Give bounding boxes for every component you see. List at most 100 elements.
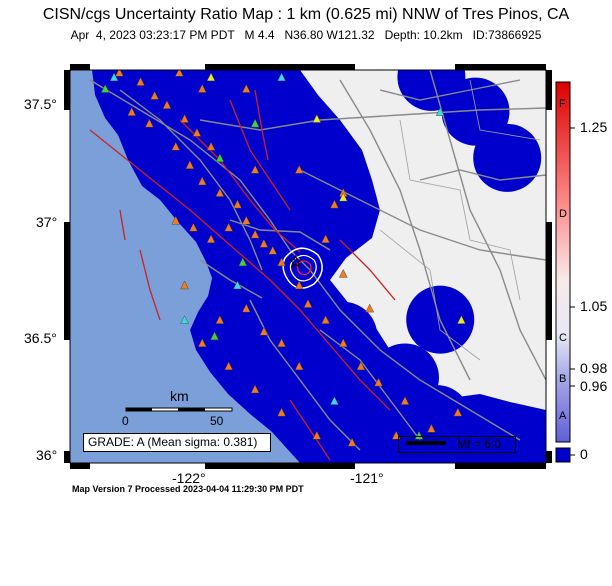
lat-tick-37: 37° — [36, 214, 58, 230]
station-marker-orange — [110, 27, 118, 35]
map-version-footer: Map Version 7 Processed 2023-04-04 11:29… — [72, 484, 304, 494]
scale-tick-0: 0 — [122, 414, 129, 428]
ocean — [70, 70, 300, 463]
epicenter-star-icon — [288, 254, 303, 268]
lon-tick-121: -121° — [350, 470, 384, 486]
event-details: Apr 4, 2023 03:23:17 PM PDT M 4.4 N36.80… — [0, 28, 612, 42]
lon-tick-122: -122° — [172, 470, 206, 486]
station-marker-green — [238, 257, 248, 267]
station-marker-orange — [224, 361, 233, 371]
colorbar-value-0-96: 0.96 — [580, 378, 608, 394]
station-marker-orange — [250, 229, 260, 239]
coverage-circle — [256, 297, 325, 366]
station-marker-orange — [453, 407, 463, 417]
station-marker-orange — [427, 423, 436, 433]
station-marker-orange — [197, 338, 207, 347]
station-marker-green — [100, 84, 110, 93]
colorbar-grade-f: F — [559, 98, 566, 110]
station-marker-orange — [312, 430, 322, 440]
station-marker-orange — [259, 326, 269, 336]
station-marker-orange — [224, 222, 233, 232]
station-marker-cyan — [330, 396, 339, 405]
lat-tick-37-5: 37.5° — [24, 96, 57, 112]
colorbar-grade-a: A — [559, 410, 567, 422]
seismic-stations — [98, 27, 466, 447]
station-marker-orange — [197, 84, 207, 93]
station-marker-orange — [233, 199, 242, 209]
colorbar-value-0: 0 — [580, 446, 588, 462]
station-marker-cyan — [180, 315, 189, 324]
station-marker-green — [215, 153, 225, 163]
station-marker-orange — [180, 280, 189, 290]
coverage-circle — [309, 170, 378, 239]
station-marker-orange — [241, 84, 251, 93]
station-marker-cyan — [109, 72, 119, 82]
station-marker-orange — [185, 160, 195, 169]
station-marker-orange — [268, 245, 278, 255]
station-marker-orange — [347, 437, 357, 447]
colorbar-grade-c: C — [559, 332, 567, 344]
station-marker-orange — [356, 361, 366, 371]
station-marker-orange — [294, 280, 304, 290]
station-marker-orange — [259, 238, 269, 248]
station-marker-orange — [338, 268, 348, 278]
station-marker-orange — [294, 164, 304, 174]
mi-legend: MI = 6.0 — [398, 436, 516, 453]
station-marker-orange — [171, 215, 181, 225]
event-magnitude: M 4.4 — [244, 28, 275, 42]
station-marker-cyan — [435, 107, 445, 116]
mi-legend-text: MI = 6.0 — [457, 437, 501, 451]
station-marker-orange — [250, 384, 260, 394]
station-marker-orange — [115, 70, 124, 77]
station-marker-orange — [303, 299, 313, 308]
coverage-circle — [473, 123, 542, 192]
lat-tick-36-5: 36.5° — [24, 330, 57, 346]
station-marker-orange — [215, 315, 225, 324]
station-marker-cyan — [277, 72, 286, 82]
station-marker-yellow — [206, 72, 216, 82]
faults — [89, 89, 396, 461]
station-marker-orange — [241, 215, 251, 225]
colorbar-value-0-98: 0.98 — [580, 360, 608, 376]
event-date: Apr 4, 2023 03:23:17 PM PDT — [70, 28, 235, 42]
coverage-circle — [274, 366, 342, 435]
colorbar — [555, 81, 575, 463]
station-marker-green — [119, 38, 127, 46]
station-marker-orange — [192, 127, 202, 137]
station-marker-orange — [225, 50, 233, 58]
station-marker-orange — [215, 188, 225, 197]
station-marker-orange — [321, 234, 330, 243]
station-marker-orange — [171, 141, 181, 151]
station-marker-orange — [206, 141, 216, 151]
colorbar-grade-b: B — [559, 373, 567, 385]
station-marker-orange — [294, 361, 304, 371]
station-marker-orange — [174, 70, 184, 77]
station-marker-yellow — [338, 192, 348, 202]
station-marker-orange — [98, 50, 106, 58]
scale-bar — [125, 407, 233, 412]
scale-unit: km — [170, 388, 189, 404]
station-marker-orange — [127, 107, 137, 116]
station-marker-green — [210, 331, 219, 341]
colorbar-grade-d: D — [559, 208, 567, 220]
station-marker-orange — [277, 407, 286, 417]
station-marker-orange — [150, 90, 159, 100]
station-marker-orange — [162, 100, 172, 109]
station-marker-yellow — [457, 315, 466, 324]
station-marker-orange — [374, 377, 383, 387]
station-marker-orange — [277, 257, 286, 267]
map-layers — [70, 27, 546, 463]
station-marker-green — [414, 430, 424, 440]
station-marker-green — [198, 45, 206, 53]
station-marker-orange — [197, 176, 207, 186]
station-marker-orange — [321, 315, 330, 324]
grade-box: GRADE: A (Mean sigma: 0.381) — [83, 433, 271, 452]
station-marker-orange — [189, 222, 198, 232]
map-title: CISN/cgs Uncertainty Ratio Map : 1 km (0… — [42, 6, 570, 23]
frame-ticks — [64, 64, 552, 469]
station-marker-orange — [365, 303, 375, 313]
lat-tick-36: 36° — [36, 447, 58, 463]
county-lines — [379, 79, 541, 361]
colorbar-value-1-25: 1.25 — [580, 119, 608, 135]
